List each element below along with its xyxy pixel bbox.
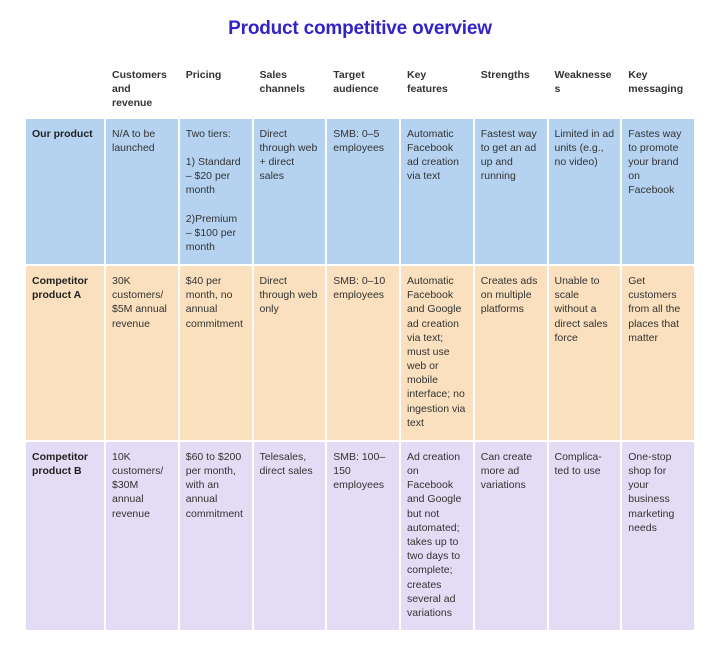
cell: $60 to $200 per month, with an annual co… (180, 442, 252, 630)
cell: Two tiers: 1) Standard – $20 per month 2… (180, 119, 252, 265)
col-header: Target audience (327, 60, 399, 117)
row-label: Our product (26, 119, 104, 265)
table-row: Competitor product B 10K customers/ $30M… (26, 442, 694, 630)
cell: Unable to scale without a direct sales f… (549, 266, 621, 440)
col-header: Strengths (475, 60, 547, 117)
cell: SMB: 0–10 employees (327, 266, 399, 440)
row-label: Competitor product A (26, 266, 104, 440)
cell: Direct through web only (254, 266, 326, 440)
cell: Ad creation on Facebook and Google but n… (401, 442, 473, 630)
cell: SMB: 100–150 employees (327, 442, 399, 630)
cell: 30K customers/ $5M annual revenue (106, 266, 178, 440)
cell: Telesales, direct sales (254, 442, 326, 630)
col-header: Pricing (180, 60, 252, 117)
col-header: Customers and revenue (106, 60, 178, 117)
col-header: Key features (401, 60, 473, 117)
cell: N/A to be launched (106, 119, 178, 265)
table-row: Competitor product A 30K customers/ $5M … (26, 266, 694, 440)
cell: $40 per month, no annual commitment (180, 266, 252, 440)
col-header: Weaknesses (549, 60, 621, 117)
cell: Can create more ad variations (475, 442, 547, 630)
cell: Direct through web + direct sales (254, 119, 326, 265)
row-label: Competitor product B (26, 442, 104, 630)
cell: SMB: 0–5 employees (327, 119, 399, 265)
cell: Fastest way to get an ad up and running (475, 119, 547, 265)
col-header: Sales channels (254, 60, 326, 117)
cell: Fastes way to promote your brand on Face… (622, 119, 694, 265)
cell: Creates ads on multiple platforms (475, 266, 547, 440)
col-header: Key messaging (622, 60, 694, 117)
cell: Complica-ted to use (549, 442, 621, 630)
competitive-table: Customers and revenue Pricing Sales chan… (24, 58, 696, 632)
cell: 10K customers/ $30M annual revenue (106, 442, 178, 630)
page-title: Product competitive overview (24, 18, 696, 40)
corner-cell (26, 60, 104, 117)
cell: Automatic Facebook ad creation via text (401, 119, 473, 265)
table-row: Our product N/A to be launched Two tiers… (26, 119, 694, 265)
cell: Automatic Facebook and Google ad creatio… (401, 266, 473, 440)
cell: Limited in ad units (e.g., no video) (549, 119, 621, 265)
cell: Get customers from all the places that m… (622, 266, 694, 440)
cell: One-stop shop for your business marketin… (622, 442, 694, 630)
